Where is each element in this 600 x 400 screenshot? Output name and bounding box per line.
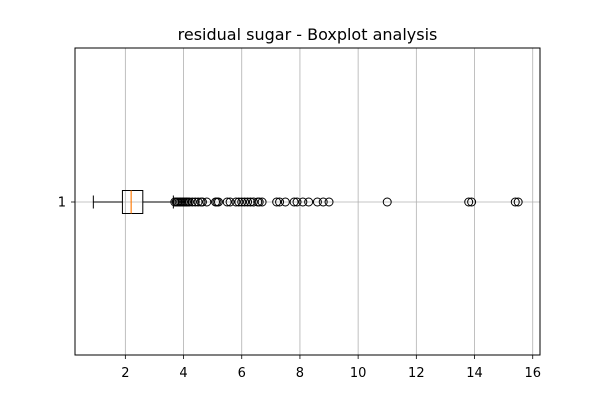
outlier-point — [298, 197, 308, 207]
boxplot-group — [92, 190, 174, 214]
x-tick-label: 10 — [350, 366, 367, 381]
outlier-point — [193, 197, 203, 207]
outlier-point — [304, 197, 314, 207]
x-axis: 2 4 6 8 10 12 14 16 — [121, 355, 541, 381]
outlier-point — [513, 197, 523, 207]
outlier-point — [222, 197, 232, 207]
axes-frame — [74, 47, 541, 356]
y-axis: 1 — [58, 196, 75, 211]
outlier-point — [257, 197, 267, 207]
outlier-point — [510, 197, 520, 207]
outlier-point — [292, 197, 302, 207]
outlier-point — [237, 197, 247, 207]
outlier-point — [231, 197, 241, 207]
outlier-point — [324, 197, 334, 207]
x-tick-label: 12 — [408, 366, 425, 381]
outlier-point — [382, 197, 392, 207]
outlier-point — [202, 197, 212, 207]
outlier-point — [464, 197, 474, 207]
x-tick-label: 6 — [238, 366, 246, 381]
outlier-point — [243, 197, 253, 207]
x-tick-label: 14 — [466, 366, 483, 381]
x-tick-label: 16 — [524, 366, 541, 381]
outlier-point — [312, 197, 322, 207]
outlier-point — [289, 197, 299, 207]
outlier-point — [254, 197, 264, 207]
chart-title: residual sugar - Boxplot analysis — [178, 25, 438, 44]
outlier-point — [240, 197, 250, 207]
outlier-point — [234, 197, 244, 207]
x-tick-label: 2 — [121, 366, 129, 381]
outlier-point — [275, 197, 285, 207]
iqr-box — [121, 190, 144, 214]
outlier-point — [213, 197, 223, 207]
x-tick-label: 4 — [179, 366, 187, 381]
outlier-point — [318, 197, 328, 207]
outlier-point — [467, 197, 477, 207]
outlier-point — [280, 197, 290, 207]
outlier-point — [184, 197, 194, 207]
outlier-point — [190, 197, 200, 207]
outlier-point — [248, 197, 258, 207]
outlier-point — [225, 197, 235, 207]
outliers-group — [170, 197, 523, 207]
outlier-point — [245, 197, 255, 207]
outlier-point — [197, 197, 207, 207]
outlier-point — [187, 197, 197, 207]
outlier-point — [272, 197, 282, 207]
x-tick-label: 8 — [296, 366, 304, 381]
y-tick-label: 1 — [58, 196, 66, 211]
